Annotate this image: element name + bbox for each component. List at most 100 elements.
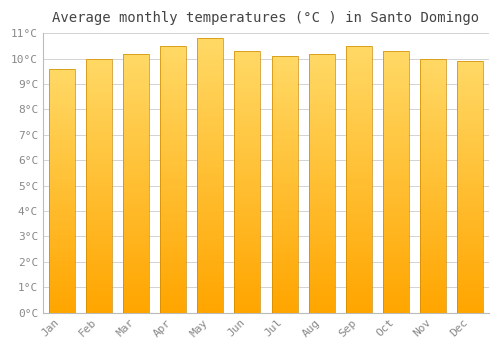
Bar <box>197 244 223 247</box>
Bar <box>234 172 260 174</box>
Bar <box>346 206 372 209</box>
Bar <box>346 286 372 289</box>
Bar <box>420 224 446 226</box>
Bar <box>48 225 74 227</box>
Bar <box>346 59 372 62</box>
Bar <box>86 122 112 125</box>
Bar <box>123 214 149 217</box>
Bar <box>48 264 74 266</box>
Bar <box>123 201 149 204</box>
Bar <box>308 124 334 126</box>
Bar <box>272 128 297 131</box>
Bar <box>86 163 112 165</box>
Bar <box>123 66 149 69</box>
Bar <box>48 147 74 149</box>
Bar <box>420 191 446 193</box>
Bar <box>308 281 334 284</box>
Bar <box>123 199 149 201</box>
Bar <box>383 286 409 289</box>
Bar <box>123 118 149 121</box>
Bar <box>458 127 483 129</box>
Bar <box>420 142 446 145</box>
Bar <box>458 245 483 247</box>
Bar <box>197 115 223 118</box>
Bar <box>86 244 112 247</box>
Bar <box>123 82 149 85</box>
Bar <box>48 281 74 284</box>
Bar <box>123 243 149 245</box>
Bar <box>458 147 483 149</box>
Bar <box>420 130 446 132</box>
Bar <box>48 288 74 291</box>
Bar <box>346 46 372 49</box>
Bar <box>123 92 149 95</box>
Bar <box>234 226 260 229</box>
Bar <box>458 79 483 81</box>
Bar <box>160 102 186 105</box>
Bar <box>272 159 297 161</box>
Bar <box>383 208 409 211</box>
Bar <box>383 234 409 237</box>
Bar <box>383 245 409 247</box>
Bar <box>197 118 223 121</box>
Bar <box>234 108 260 111</box>
Bar <box>86 211 112 213</box>
Bar <box>308 279 334 281</box>
Bar <box>272 118 297 120</box>
Bar <box>383 150 409 153</box>
Bar <box>458 305 483 308</box>
Bar <box>123 147 149 149</box>
Bar <box>346 240 372 243</box>
Bar <box>420 211 446 213</box>
Bar <box>234 263 260 266</box>
Bar <box>383 93 409 96</box>
Bar <box>234 132 260 135</box>
Bar <box>234 284 260 286</box>
Bar <box>160 227 186 230</box>
Bar <box>234 213 260 216</box>
Bar <box>272 259 297 261</box>
Bar <box>160 206 186 209</box>
Bar <box>420 84 446 86</box>
Bar <box>272 225 297 228</box>
Bar <box>308 92 334 95</box>
Bar <box>458 61 483 313</box>
Bar <box>197 104 223 107</box>
Bar <box>346 265 372 267</box>
Bar <box>272 231 297 233</box>
Bar <box>48 71 74 74</box>
Bar <box>308 69 334 72</box>
Bar <box>234 69 260 72</box>
Bar <box>420 102 446 104</box>
Bar <box>346 169 372 171</box>
Bar <box>308 142 334 144</box>
Bar <box>86 193 112 196</box>
Bar <box>123 281 149 284</box>
Bar <box>234 224 260 226</box>
Bar <box>383 192 409 195</box>
Bar <box>197 41 223 44</box>
Bar <box>48 210 74 213</box>
Bar <box>308 258 334 261</box>
Bar <box>123 188 149 191</box>
Bar <box>308 61 334 64</box>
Bar <box>458 91 483 94</box>
Bar <box>383 184 409 187</box>
Bar <box>272 269 297 272</box>
Bar <box>48 266 74 269</box>
Bar <box>272 228 297 231</box>
Bar <box>383 103 409 106</box>
Bar <box>420 300 446 302</box>
Bar <box>160 193 186 195</box>
Bar <box>383 108 409 111</box>
Bar <box>308 292 334 294</box>
Bar <box>420 216 446 219</box>
Bar <box>86 137 112 140</box>
Bar <box>48 244 74 247</box>
Bar <box>458 69 483 71</box>
Bar <box>123 204 149 206</box>
Bar <box>86 191 112 193</box>
Bar <box>420 173 446 175</box>
Bar <box>48 98 74 100</box>
Bar <box>272 248 297 251</box>
